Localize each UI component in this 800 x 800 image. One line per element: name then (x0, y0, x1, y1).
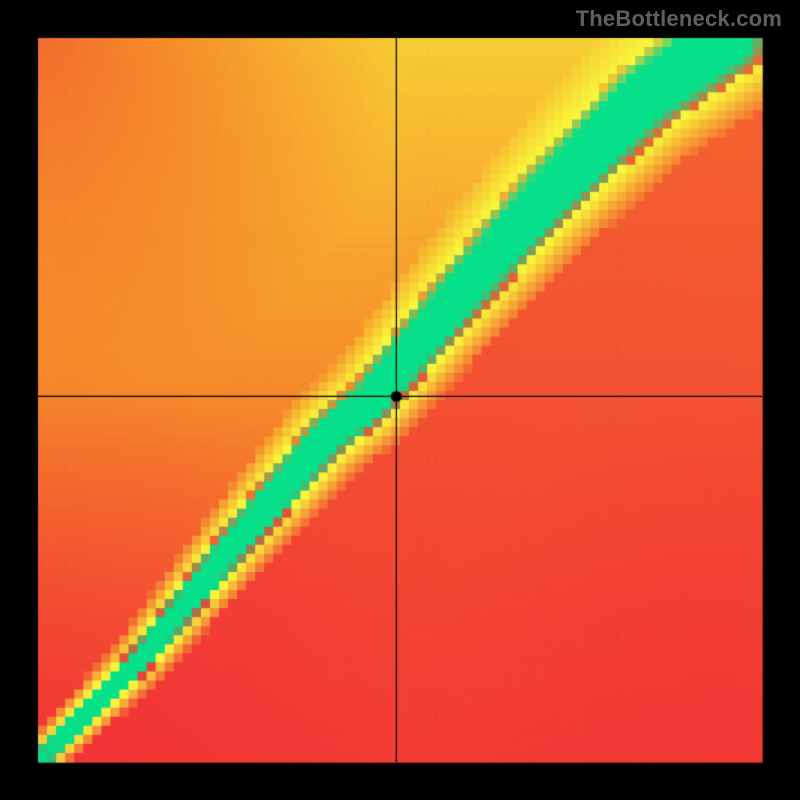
chart-container: TheBottleneck.com (0, 0, 800, 800)
watermark-text: TheBottleneck.com (576, 6, 782, 32)
heatmap-canvas (0, 0, 800, 800)
